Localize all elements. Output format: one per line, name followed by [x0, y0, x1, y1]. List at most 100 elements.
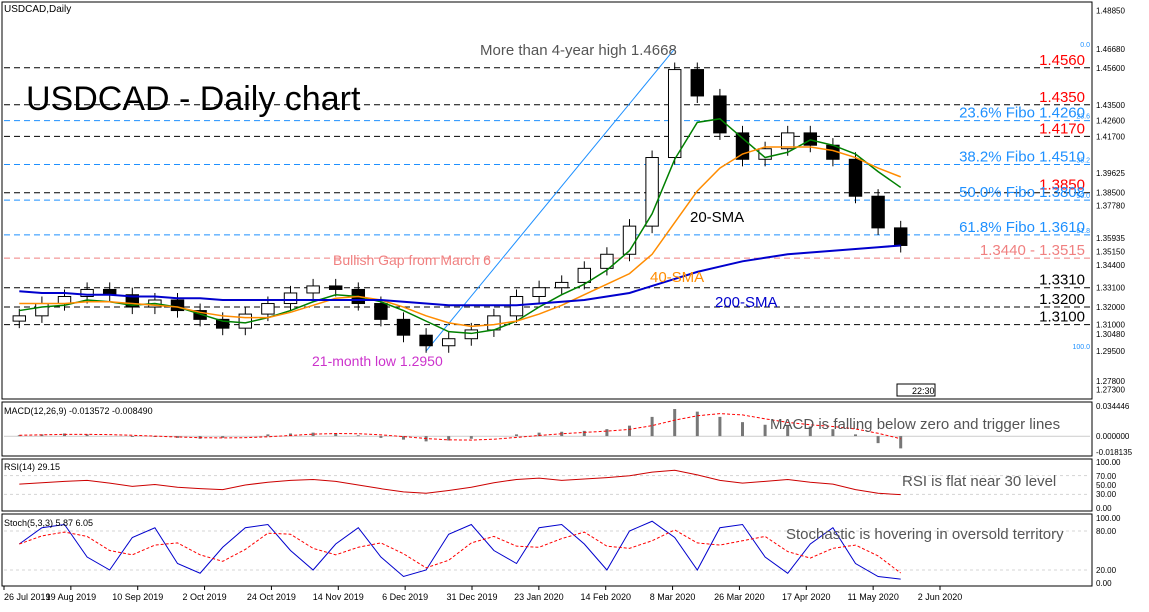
candle-body	[306, 285, 320, 294]
level-label: 23.6% Fibo 1.4260	[959, 105, 1085, 122]
level-label: 1.3850	[1039, 177, 1085, 194]
level-label: 1.3440 - 1.3515	[980, 242, 1085, 259]
candle-body	[215, 318, 230, 329]
candle-body	[871, 195, 885, 229]
rsi-tick-label: 30.00	[1096, 490, 1117, 499]
y-tick-label: 1.30480	[1096, 330, 1125, 339]
x-tick-label: 26 Jul 2019	[4, 592, 51, 602]
candle-body	[396, 318, 411, 336]
level-label: 1.3310	[1039, 272, 1085, 289]
symbol-label: USDCAD,Daily	[4, 4, 71, 15]
y-tick-label: 1.27800	[1096, 377, 1125, 386]
candle-body	[713, 95, 727, 134]
candle-body	[12, 315, 27, 322]
candle-body	[35, 303, 49, 317]
candle-body	[667, 69, 682, 159]
rsi-line	[19, 469, 901, 496]
macd-annotation: MACD is falling below zero and trigger l…	[770, 416, 1060, 433]
y-axis: 1.48850 1.46680 1.45600 1.43500 1.42600 1.417…	[1096, 7, 1133, 588]
stoch-tick-label: 20.00	[1096, 566, 1117, 575]
macd-panel	[1, 401, 1093, 457]
candle-body	[758, 148, 772, 160]
fibo-tag: 38.2	[1076, 158, 1090, 165]
time-box-label: 22:30	[912, 386, 935, 396]
y-tick-label: 1.35935	[1096, 234, 1125, 243]
candle-body	[803, 132, 818, 146]
candle-body	[780, 132, 795, 150]
candle-body	[374, 303, 388, 320]
x-tick-label: 26 Mar 2020	[714, 592, 765, 602]
candle-body	[328, 285, 343, 290]
x-tick-label: 14 Feb 2020	[580, 592, 631, 602]
x-tick-label: 11 May 2020	[847, 592, 898, 602]
candle-body	[893, 227, 908, 246]
macd-tick-label: 0.034446	[1096, 402, 1130, 411]
macd-tick-label: 0.000000	[1096, 432, 1130, 441]
label-20-sma: 20-SMA	[690, 209, 744, 226]
stoch-annotation: Stochastic is hovering in oversold terri…	[786, 526, 1064, 543]
stoch-signal-line	[19, 529, 902, 574]
stoch-name: Stoch(5,3,3) 5.87 6.05	[4, 518, 93, 528]
x-tick-label: 14 Nov 2019	[313, 592, 364, 602]
annotation-4yr-high: More than 4-year high 1.4668	[480, 42, 677, 59]
candle-body	[193, 310, 207, 320]
x-tick-label: 17 Apr 2020	[782, 592, 831, 602]
stoch-main-line	[19, 520, 901, 580]
candle-body	[283, 292, 298, 305]
y-tick-label: 1.45600	[1096, 64, 1125, 73]
stoch-panel	[1, 513, 1093, 587]
level-label: 61.8% Fibo 1.3610	[959, 219, 1085, 236]
candle-body	[170, 299, 185, 312]
y-tick-label: 1.27300	[1096, 386, 1125, 395]
candle-body	[577, 267, 592, 283]
sma200-line	[19, 244, 901, 307]
candles-layer	[12, 62, 908, 353]
candle-body	[464, 329, 479, 340]
macd-name: MACD(12,26,9) -0.013572 -0.008490	[4, 406, 153, 416]
level-label: 1.4350	[1039, 89, 1085, 106]
rsi-name: RSI(14) 29.15	[4, 462, 60, 472]
time-box	[896, 383, 936, 397]
rsi-annotation: RSI is flat near 30 level	[902, 473, 1056, 490]
level-label: 1.4170	[1039, 120, 1085, 137]
annotation-21m-low: 21-month low 1.2950	[312, 353, 443, 369]
y-tick-label: 1.39625	[1096, 169, 1125, 178]
sma40-line	[19, 146, 901, 328]
rsi-tick-label: 0.00	[1096, 504, 1112, 513]
x-tick-label: 24 Oct 2019	[247, 592, 296, 602]
x-tick-label: 6 Dec 2019	[382, 592, 428, 602]
rsi-panel	[1, 458, 1093, 512]
y-tick-label: 1.34400	[1096, 261, 1125, 270]
price-panel	[1, 1, 1093, 400]
fibo-trendline	[425, 48, 676, 352]
y-tick-label: 1.38500	[1096, 189, 1125, 198]
y-tick-label: 1.33100	[1096, 284, 1125, 293]
stoch-tick-label: 100.00	[1096, 514, 1121, 523]
macd-tick-label: -0.018135	[1096, 448, 1133, 457]
sma-layer	[19, 118, 902, 335]
y-tick-label: 1.43500	[1096, 101, 1125, 110]
stoch-tick-label: 0.00	[1096, 579, 1112, 588]
chart-big-title: USDCAD - Daily chart	[26, 80, 361, 118]
candle-body	[600, 253, 614, 269]
y-tick-label: 1.37780	[1096, 201, 1125, 210]
candle-body	[554, 281, 569, 289]
y-tick-label: 1.32000	[1096, 303, 1125, 312]
y-tick-label: 1.41700	[1096, 132, 1125, 141]
stoch-tick-label: 80.00	[1096, 527, 1117, 536]
y-tick-label: 1.48850	[1096, 7, 1125, 16]
x-tick-label: 10 Sep 2019	[112, 592, 163, 602]
candle-body	[532, 287, 546, 297]
label-200-sma: 200-SMA	[715, 294, 778, 311]
fibo-tag: 0.0	[1080, 42, 1090, 49]
y-tick-label: 1.35150	[1096, 248, 1125, 257]
sma20-line	[19, 118, 902, 335]
x-tick-label: 2 Jun 2020	[918, 592, 963, 602]
candle-body	[261, 303, 275, 315]
fibo-tag: 50.0	[1076, 193, 1090, 200]
y-tick-label: 1.42600	[1096, 117, 1125, 126]
fibo-tag: 100.0	[1072, 344, 1090, 351]
